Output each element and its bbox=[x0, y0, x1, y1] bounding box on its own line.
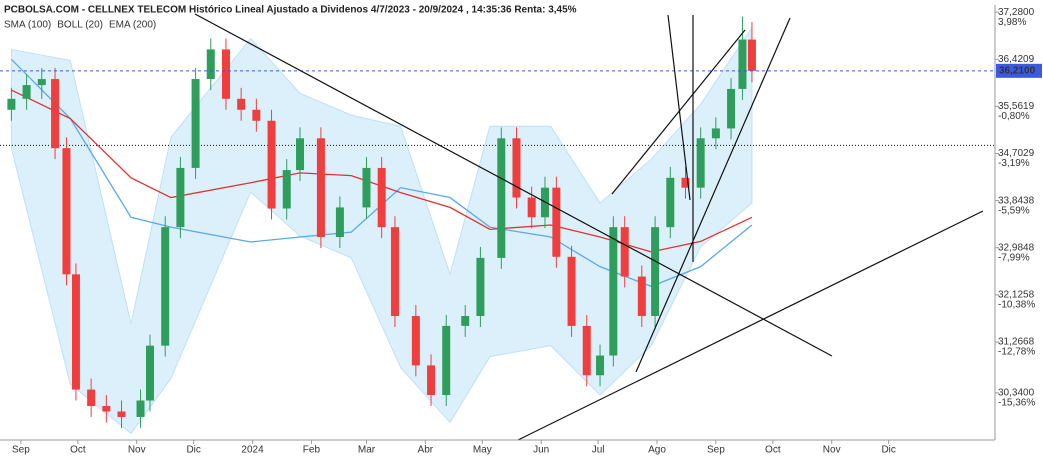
candle-body bbox=[427, 365, 436, 396]
x-tick-label: Dic bbox=[881, 445, 895, 456]
y-tick-label: 32,9848 bbox=[998, 242, 1035, 253]
candle-body bbox=[221, 49, 230, 99]
y-tick-note: -12,78% bbox=[998, 347, 1035, 358]
legend: SMA (100) BOLL (20) EMA (200) bbox=[4, 20, 156, 31]
x-tick-label: 2024 bbox=[241, 445, 264, 456]
trend-line bbox=[611, 29, 746, 195]
indicator-line bbox=[11, 89, 753, 253]
x-tick-label: Dic bbox=[186, 445, 200, 456]
candle-body bbox=[136, 400, 145, 417]
candle-body bbox=[696, 138, 705, 188]
candle-body bbox=[102, 405, 111, 412]
candle-body bbox=[146, 345, 155, 401]
candle-body bbox=[681, 177, 690, 188]
candle-body bbox=[512, 138, 521, 198]
candle-body bbox=[596, 355, 605, 376]
candle-body bbox=[377, 167, 386, 228]
legend-entry: BOLL (20) bbox=[57, 20, 103, 31]
last-price-label: 36,2100 bbox=[999, 65, 1036, 76]
y-tick-label: 31,2668 bbox=[998, 337, 1035, 348]
candle-body bbox=[176, 167, 185, 228]
x-tick-label: May bbox=[473, 445, 492, 456]
candle-body bbox=[252, 109, 261, 121]
trend-line bbox=[635, 17, 791, 373]
legend-entry: SMA (100) bbox=[4, 20, 51, 31]
candle-body bbox=[390, 227, 399, 317]
x-tick-label: Oct bbox=[70, 445, 86, 456]
y-tick-label: 30,3400 bbox=[998, 387, 1035, 398]
candle-body bbox=[296, 138, 305, 171]
x-tick-label: Jul bbox=[592, 445, 605, 456]
x-tick-label: Mar bbox=[358, 445, 376, 456]
candle-body bbox=[637, 276, 646, 317]
candle-body bbox=[411, 316, 420, 366]
candle-body bbox=[727, 88, 736, 129]
trend-lines bbox=[194, 13, 984, 441]
y-tick-note: 3,98% bbox=[998, 17, 1026, 28]
trend-line bbox=[517, 210, 984, 441]
x-tick-label: Sep bbox=[707, 445, 725, 456]
y-tick-label: 36,4209 bbox=[998, 54, 1035, 65]
y-tick-note: -5,59% bbox=[998, 205, 1030, 216]
y-tick-note: -15,36% bbox=[998, 397, 1035, 408]
candle-body bbox=[609, 227, 618, 356]
candle-body bbox=[497, 138, 506, 258]
x-tick-label: Jun bbox=[533, 445, 549, 456]
x-tick-label: Sep bbox=[12, 445, 30, 456]
y-tick-label: 34,7029 bbox=[998, 148, 1035, 159]
candle-body bbox=[191, 79, 200, 168]
candle-body bbox=[62, 148, 71, 275]
y-tick-label: 37,2800 bbox=[998, 7, 1035, 18]
x-tick-label: Nov bbox=[128, 445, 146, 456]
candle-body bbox=[87, 389, 96, 406]
last-price-box bbox=[996, 63, 1042, 78]
x-tick-label: Ago bbox=[648, 445, 666, 456]
legend-entry: EMA (200) bbox=[109, 20, 156, 31]
plot-area bbox=[0, 16, 995, 435]
candle-body bbox=[267, 120, 276, 209]
candle-body bbox=[747, 39, 756, 71]
y-tick-note: -3,19% bbox=[998, 158, 1030, 169]
y-tick-note: -0,80% bbox=[998, 111, 1030, 122]
candle-body bbox=[237, 98, 246, 110]
candle-body bbox=[738, 39, 747, 89]
candle-body bbox=[552, 187, 561, 257]
candle-body bbox=[22, 85, 31, 99]
candle-body bbox=[51, 79, 60, 149]
candle-body bbox=[711, 128, 720, 139]
y-tick-note: -10,38% bbox=[998, 300, 1035, 311]
x-tick-label: Abr bbox=[418, 445, 434, 456]
candle-body bbox=[7, 98, 16, 110]
y-tick-label: 35,5619 bbox=[998, 101, 1035, 112]
candle-body bbox=[527, 197, 536, 218]
candle-body bbox=[442, 325, 451, 396]
candle-body bbox=[651, 227, 660, 317]
y-tick-note: -7,99% bbox=[998, 252, 1030, 263]
x-tick-label: Feb bbox=[303, 445, 321, 456]
candle-body bbox=[161, 227, 170, 346]
indicator-line bbox=[10, 58, 753, 288]
candle-body bbox=[282, 170, 291, 209]
candle-body bbox=[620, 227, 629, 277]
chart-title: PCBOLSA.COM - CELLNEX TELECOM Histórico … bbox=[4, 5, 577, 16]
x-tick-label: Oct bbox=[765, 445, 781, 456]
candle-body bbox=[37, 79, 46, 86]
trend-line bbox=[667, 14, 691, 201]
x-tick-label: Nov bbox=[823, 445, 841, 456]
trend-line bbox=[194, 13, 833, 357]
candle-body bbox=[582, 325, 591, 376]
candle-body bbox=[567, 256, 576, 326]
candle-body bbox=[476, 257, 485, 317]
candle-body bbox=[206, 49, 215, 80]
candle-body bbox=[316, 138, 325, 238]
candle-body bbox=[335, 207, 344, 238]
candle-body bbox=[666, 177, 675, 228]
y-tick-label: 32,1258 bbox=[998, 290, 1035, 301]
candle-body bbox=[461, 316, 470, 326]
candle-body bbox=[71, 274, 80, 390]
y-tick-label: 33,8438 bbox=[998, 195, 1035, 206]
candle-body bbox=[362, 167, 371, 208]
candle-body bbox=[117, 411, 126, 417]
